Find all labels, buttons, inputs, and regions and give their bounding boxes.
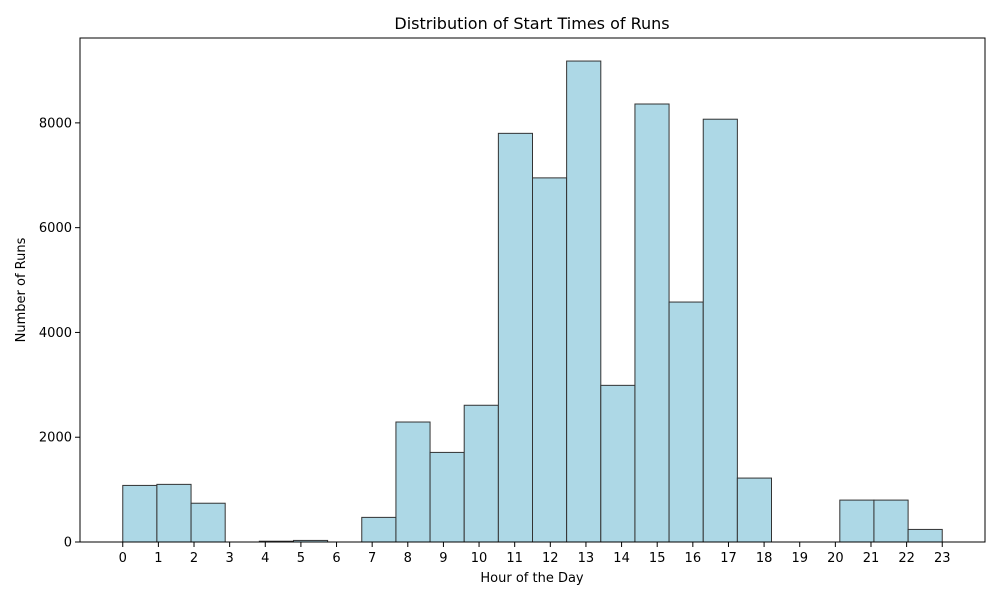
histogram-bar (122, 484, 158, 543)
histogram-bar (736, 477, 772, 543)
x-tick-label: 15 (649, 551, 666, 566)
x-tick-label: 21 (863, 551, 880, 566)
x-tick-label: 9 (439, 551, 447, 566)
y-tick-label: 0 (64, 536, 72, 551)
y-axis: 0 2000 4000 6000 8000 (39, 116, 80, 551)
x-tick-label: 18 (756, 551, 773, 566)
x-tick-label: 8 (404, 551, 412, 566)
histogram-bar (566, 60, 602, 543)
x-tick-label: 2 (190, 551, 198, 566)
x-tick-label: 20 (827, 551, 844, 566)
x-tick-label: 13 (578, 551, 595, 566)
histogram-bar (702, 118, 738, 543)
x-tick-label: 23 (934, 551, 951, 566)
y-axis-label: Number of Runs (14, 237, 29, 342)
histogram-bar (156, 483, 192, 543)
x-tick-label: 11 (506, 551, 523, 566)
histogram-bar (600, 384, 636, 543)
histogram-bar (395, 421, 431, 543)
x-tick-label: 1 (154, 551, 162, 566)
histogram-bar (873, 499, 909, 543)
chart-title: Distribution of Start Times of Runs (394, 14, 669, 33)
y-tick-label: 2000 (39, 431, 72, 446)
histogram-bar (634, 103, 670, 543)
x-tick-label: 6 (332, 551, 340, 566)
histogram-bar (463, 404, 499, 543)
x-axis-label: Hour of the Day (480, 571, 584, 586)
x-tick-label: 5 (297, 551, 305, 566)
x-tick-label: 10 (471, 551, 488, 566)
x-tick-label: 19 (791, 551, 808, 566)
histogram-bar (361, 516, 397, 543)
x-tick-label: 3 (226, 551, 234, 566)
y-tick-label: 4000 (39, 326, 72, 341)
x-tick-label: 12 (542, 551, 559, 566)
histogram-bar (907, 528, 943, 543)
plot-frame (79, 37, 986, 543)
histogram-bar (532, 177, 568, 543)
histogram-bar (497, 132, 533, 543)
histogram-bar (429, 451, 465, 543)
x-tick-label: 16 (685, 551, 702, 566)
x-tick-label: 17 (720, 551, 737, 566)
histogram-bar (190, 502, 226, 543)
histogram-bar (668, 301, 704, 543)
histogram-bar (839, 499, 875, 543)
x-axis: 0 1 2 3 4 5 6 7 8 9 10 11 12 13 14 15 16 17 18 19 20 21 22 23 (119, 542, 951, 566)
y-tick-label: 8000 (39, 116, 72, 131)
x-tick-label: 7 (368, 551, 376, 566)
x-tick-label: 4 (261, 551, 269, 566)
bars-group (122, 60, 943, 543)
x-tick-label: 0 (119, 551, 127, 566)
y-tick-label: 6000 (39, 221, 72, 236)
x-tick-label: 14 (613, 551, 630, 566)
x-tick-label: 22 (898, 551, 915, 566)
